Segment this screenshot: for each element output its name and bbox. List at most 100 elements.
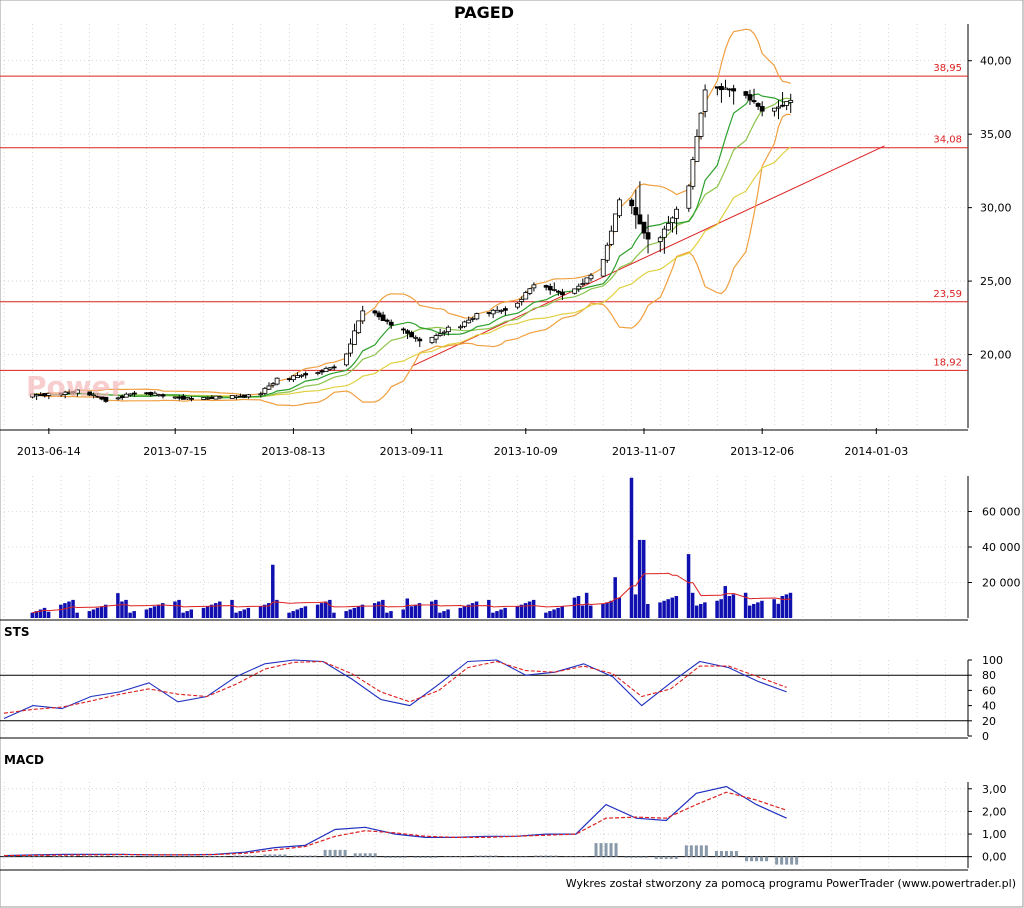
volume-bar [91, 609, 96, 618]
macd-histogram-bar [795, 856, 799, 865]
macd-histogram-bar [534, 855, 538, 857]
sts-tick-label: 0 [982, 730, 989, 743]
candle-body [645, 232, 651, 240]
macd-histogram-bar [644, 856, 648, 858]
macd-histogram-bar [574, 856, 578, 858]
macd-histogram-bar [519, 856, 523, 858]
volume-bar [230, 599, 234, 618]
level-label: 23,59 [933, 289, 962, 300]
candle-body [323, 367, 329, 372]
macd-histogram-bar [614, 843, 618, 857]
candle-body [233, 395, 239, 398]
candle-body [148, 392, 154, 396]
volume-bar [588, 605, 593, 618]
volume-bar [580, 605, 585, 618]
candle-body [698, 112, 704, 137]
volume-bar [128, 612, 132, 618]
volume-bar [34, 611, 39, 618]
macd-histogram-bar [193, 856, 197, 858]
macd-histogram-bar [418, 856, 422, 858]
candle-body [755, 103, 761, 107]
volume-bar [413, 604, 418, 618]
volume-bar [613, 577, 617, 618]
macd-histogram-bar [579, 856, 583, 858]
macd-histogram-bar [729, 851, 733, 857]
sts-title: STS [4, 625, 29, 639]
candle-body [502, 308, 508, 311]
candle-body [702, 89, 708, 112]
macd-histogram-bar [504, 856, 508, 858]
macd-histogram-bar [790, 856, 794, 865]
candle-body [132, 392, 137, 395]
candle-body [319, 370, 325, 373]
candle-body [490, 309, 496, 315]
macd-histogram-bar [153, 856, 157, 858]
volume-bar [584, 592, 589, 618]
sts-tick-label: 20 [982, 715, 996, 728]
volume-tick-label: 60 000 [982, 506, 1021, 519]
candle-body [156, 394, 162, 397]
macd-histogram-bar [278, 854, 282, 857]
volume-bar [266, 603, 271, 618]
volume-bar [120, 601, 124, 618]
volume-bar [95, 607, 100, 618]
volume-bar [201, 607, 206, 618]
candle-body [629, 199, 635, 207]
candle-body [384, 319, 390, 322]
macd-histogram-bar [398, 856, 402, 858]
volume-bar [487, 599, 491, 618]
candle-body [388, 321, 394, 326]
candle-body [555, 290, 561, 293]
macd-histogram-bar [639, 856, 643, 858]
volume-bar [352, 607, 357, 618]
macd-histogram-bar [117, 856, 121, 857]
volume-bar [152, 606, 157, 618]
volume-bar [67, 601, 71, 618]
volume-bar [523, 603, 528, 618]
volume-bar [686, 554, 691, 618]
volume-bar [434, 599, 438, 618]
candle-body [551, 289, 557, 291]
candle-body [360, 310, 366, 322]
volume-bar [389, 611, 393, 618]
volume-bar [662, 600, 666, 618]
candle-body [604, 244, 610, 261]
volume-bar [181, 612, 185, 618]
volume-bar [442, 611, 446, 618]
date-tick-label: 2013-07-15 [143, 445, 207, 458]
volume-bar [409, 606, 414, 618]
candle-body [608, 230, 614, 245]
macd-histogram-bar [92, 856, 96, 857]
volume-bar [99, 606, 104, 618]
volume-bar [417, 603, 422, 618]
macd-histogram-bar [338, 849, 342, 857]
macd-tick-label: 2,00 [982, 805, 1007, 818]
macd-histogram-bar [263, 854, 267, 857]
volume-bar [303, 606, 308, 618]
candle-body [372, 310, 378, 314]
candle-body [543, 285, 549, 288]
macd-histogram-bar [383, 856, 387, 858]
candle-body [494, 309, 500, 313]
volume-bar [189, 609, 194, 618]
volume-bar [723, 586, 727, 618]
macd-histogram-bar [52, 856, 56, 857]
macd-histogram-bar [459, 856, 463, 858]
volume-bar [132, 611, 136, 618]
macd-histogram-bar [694, 845, 698, 857]
volume-bar [385, 612, 389, 618]
candle-body [743, 91, 749, 96]
volume-average-line [32, 572, 791, 614]
macd-histogram-bar [82, 856, 86, 857]
volume-tick-label: 20 000 [982, 577, 1021, 590]
sts-tick-label: 40 [982, 700, 996, 713]
macd-histogram-bar [403, 856, 407, 858]
candle-body [242, 394, 247, 398]
candle-body [152, 392, 158, 396]
macd-histogram-bar [213, 856, 217, 857]
volume-bar [438, 612, 442, 618]
macd-histogram-bar [704, 845, 708, 857]
macd-histogram-bar [659, 856, 663, 859]
volume-bar [674, 595, 679, 618]
